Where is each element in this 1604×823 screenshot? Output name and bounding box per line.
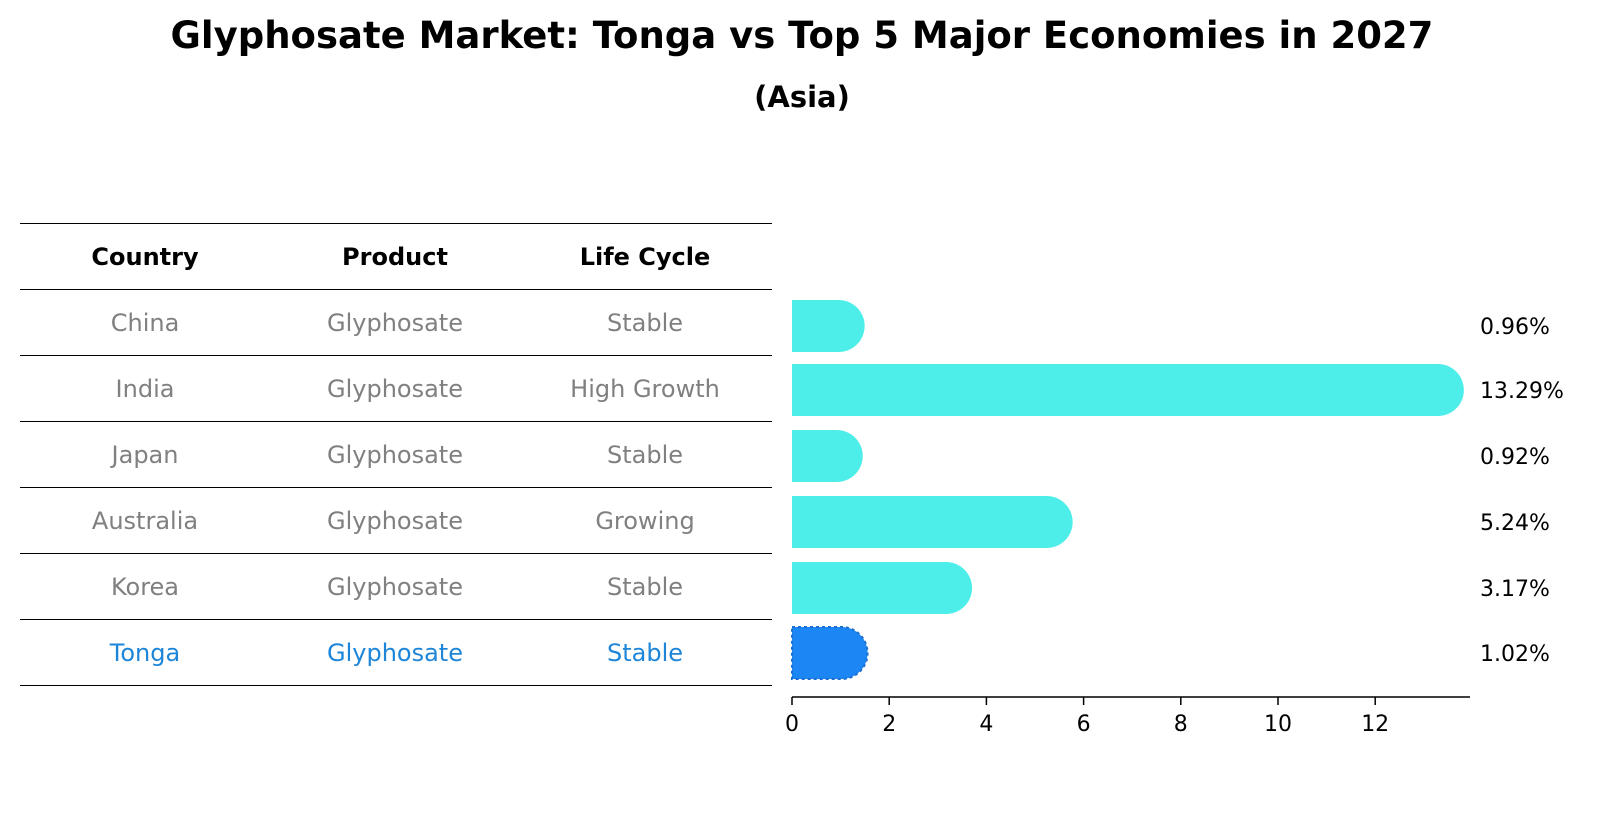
x-tick-label: 2 <box>882 712 896 737</box>
product-cell: Glyphosate <box>327 374 463 403</box>
bar-japan <box>792 430 863 482</box>
country-cell: Tonga <box>109 638 181 667</box>
life-cycle-cell: Stable <box>606 572 684 601</box>
life-cycle-cell: Stable <box>606 440 684 469</box>
chart-title: Glyphosate Market: Tonga vs Top 5 Major … <box>170 14 1434 57</box>
product-cell: Glyphosate <box>327 638 463 667</box>
x-tick-label: 0 <box>785 712 799 737</box>
product-cell: Glyphosate <box>327 440 463 469</box>
x-tick-label: 8 <box>1174 712 1188 737</box>
x-tick-label: 12 <box>1361 712 1389 737</box>
product-cell: Glyphosate <box>327 572 463 601</box>
bar-australia <box>792 496 1073 548</box>
bar-korea <box>792 562 973 614</box>
x-tick-label: 10 <box>1264 712 1292 737</box>
value-label: 13.29% <box>1480 379 1564 404</box>
life-cycle-cell: Stable <box>606 638 684 667</box>
life-cycle-cell: Stable <box>606 308 684 337</box>
table-header-row: Country Product Life Cycle <box>20 223 772 289</box>
country-cell: China <box>110 308 180 337</box>
bar-india <box>792 364 1464 416</box>
life-cycle-cell: High Growth <box>570 374 720 403</box>
table-row-highlight: Tonga Glyphosate Stable <box>20 619 772 686</box>
header-life-cycle: Life Cycle <box>579 242 711 271</box>
table-row: India Glyphosate High Growth <box>20 355 772 421</box>
chart-subtitle: (Asia) <box>754 80 850 114</box>
bar-tonga <box>791 626 869 680</box>
value-label: 0.96% <box>1480 315 1550 340</box>
country-cell: Japan <box>111 440 179 469</box>
country-cell: Australia <box>91 506 199 535</box>
bar-china <box>792 300 865 352</box>
product-cell: Glyphosate <box>327 308 463 337</box>
life-cycle-cell: Growing <box>595 506 695 535</box>
product-cell: Glyphosate <box>327 506 463 535</box>
country-cell: Korea <box>110 572 180 601</box>
table-row: China Glyphosate Stable <box>20 289 772 355</box>
value-label: 1.02% <box>1480 642 1550 667</box>
table-row: Japan Glyphosate Stable <box>20 421 772 487</box>
header-product: Product <box>342 242 448 271</box>
value-label: 3.17% <box>1480 577 1550 602</box>
table-row: Korea Glyphosate Stable <box>20 553 772 619</box>
table-row: Australia Glyphosate Growing <box>20 487 772 553</box>
x-tick-label: 6 <box>1077 712 1091 737</box>
value-label: 5.24% <box>1480 511 1550 536</box>
x-tick-label: 4 <box>979 712 993 737</box>
info-table: Country Product Life Cycle China Glyphos… <box>20 223 772 686</box>
country-cell: India <box>115 374 175 403</box>
value-label: 0.92% <box>1480 445 1550 470</box>
header-country: Country <box>91 242 199 271</box>
